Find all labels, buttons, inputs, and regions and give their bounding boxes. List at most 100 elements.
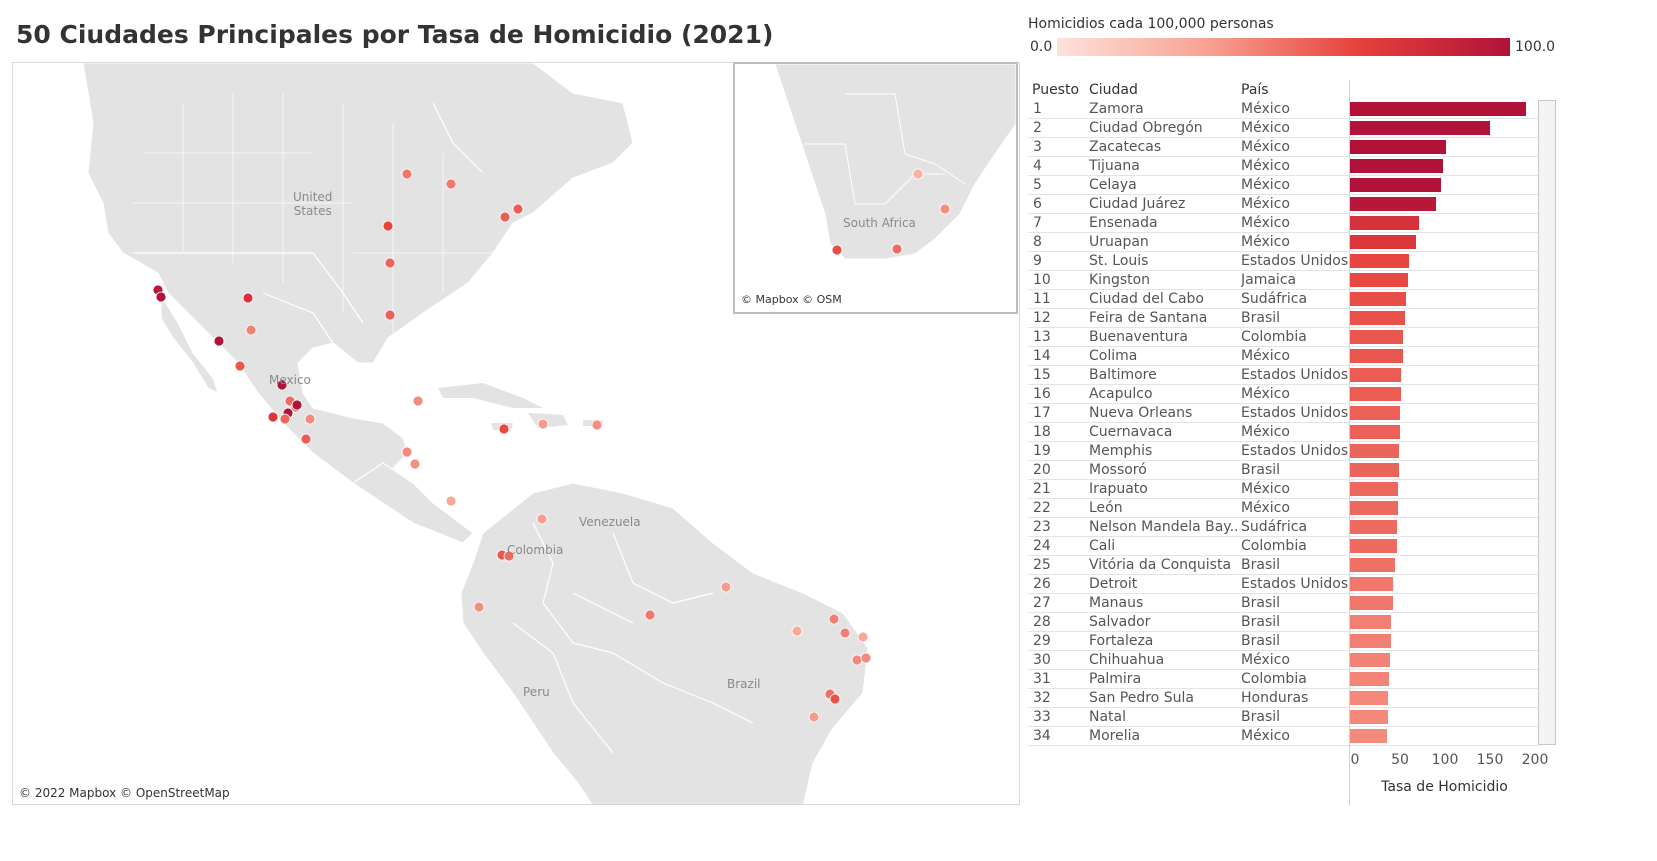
header-country[interactable]: País [1241, 82, 1269, 98]
city-marker[interactable] [939, 203, 951, 215]
header-city[interactable]: Ciudad [1089, 82, 1138, 98]
table-row[interactable]: 33 Natal Brasil [1028, 708, 1538, 727]
city-marker[interactable] [155, 291, 167, 303]
city-marker[interactable] [791, 625, 803, 637]
rate-bar[interactable] [1350, 482, 1398, 496]
rate-bar[interactable] [1350, 330, 1404, 344]
table-row[interactable]: 32 San Pedro Sula Honduras [1028, 689, 1538, 708]
table-row[interactable]: 15 Baltimore Estados Unidos [1028, 366, 1538, 385]
rate-bar[interactable] [1350, 577, 1394, 591]
city-marker[interactable] [851, 654, 863, 666]
table-row[interactable]: 19 Memphis Estados Unidos [1028, 442, 1538, 461]
rate-bar[interactable] [1350, 691, 1388, 705]
city-marker[interactable] [384, 257, 396, 269]
map-canvas[interactable] [13, 63, 1020, 805]
rate-bar[interactable] [1350, 729, 1387, 743]
city-marker[interactable] [831, 244, 843, 256]
city-marker[interactable] [384, 309, 396, 321]
city-marker[interactable] [291, 399, 303, 411]
rate-bar[interactable] [1350, 501, 1398, 515]
table-row[interactable]: 7 Ensenada México [1028, 214, 1538, 233]
city-marker[interactable] [644, 609, 656, 621]
inset-map-south-africa[interactable]: South Africa © Mapbox © OSM [733, 62, 1018, 314]
table-row[interactable]: 4 Tijuana México [1028, 157, 1538, 176]
rate-bar[interactable] [1350, 368, 1402, 382]
city-marker[interactable] [503, 550, 515, 562]
city-marker[interactable] [300, 433, 312, 445]
table-scrollbar[interactable] [1538, 100, 1556, 745]
table-row[interactable]: 25 Vitória da Conquista Brasil [1028, 556, 1538, 575]
table-row[interactable]: 10 Kingston Jamaica [1028, 271, 1538, 290]
city-marker[interactable] [267, 411, 279, 423]
inset-attribution[interactable]: © Mapbox © OSM [741, 293, 842, 306]
table-row[interactable]: 31 Palmira Colombia [1028, 670, 1538, 689]
table-row[interactable]: 30 Chihuahua México [1028, 651, 1538, 670]
rate-bar[interactable] [1350, 349, 1404, 363]
table-row[interactable]: 12 Feira de Santana Brasil [1028, 309, 1538, 328]
city-marker[interactable] [279, 413, 291, 425]
city-marker[interactable] [276, 379, 288, 391]
table-row[interactable]: 29 Fortaleza Brasil [1028, 632, 1538, 651]
table-row[interactable]: 9 St. Louis Estados Unidos [1028, 252, 1538, 271]
rate-bar[interactable] [1350, 273, 1408, 287]
city-marker[interactable] [382, 220, 394, 232]
city-marker[interactable] [829, 693, 841, 705]
city-marker[interactable] [401, 168, 413, 180]
rate-bar[interactable] [1350, 102, 1527, 116]
city-marker[interactable] [860, 652, 872, 664]
city-marker[interactable] [537, 418, 549, 430]
city-marker[interactable] [245, 324, 257, 336]
rate-bar[interactable] [1350, 387, 1402, 401]
city-marker[interactable] [891, 243, 903, 255]
city-marker[interactable] [445, 495, 457, 507]
city-marker[interactable] [512, 203, 524, 215]
city-marker[interactable] [536, 513, 548, 525]
table-row[interactable]: 16 Acapulco México [1028, 385, 1538, 404]
rate-bar[interactable] [1350, 596, 1394, 610]
city-marker[interactable] [857, 631, 869, 643]
inset-map-canvas[interactable] [735, 64, 1016, 312]
rate-bar[interactable] [1350, 121, 1490, 135]
city-marker[interactable] [473, 601, 485, 613]
city-marker[interactable] [304, 413, 316, 425]
table-row[interactable]: 28 Salvador Brasil [1028, 613, 1538, 632]
rate-bar[interactable] [1350, 406, 1401, 420]
table-row[interactable]: 8 Uruapan México [1028, 233, 1538, 252]
city-marker[interactable] [412, 395, 424, 407]
rate-bar[interactable] [1350, 235, 1416, 249]
table-row[interactable]: 3 Zacatecas México [1028, 138, 1538, 157]
rate-bar[interactable] [1350, 558, 1395, 572]
rate-bar[interactable] [1350, 254, 1409, 268]
city-marker[interactable] [912, 168, 924, 180]
rate-bar[interactable] [1350, 159, 1443, 173]
table-row[interactable]: 20 Mossoró Brasil [1028, 461, 1538, 480]
table-row[interactable]: 21 Irapuato México [1028, 480, 1538, 499]
rate-bar[interactable] [1350, 653, 1390, 667]
rate-bar[interactable] [1350, 216, 1420, 230]
rate-bar[interactable] [1350, 539, 1397, 553]
city-marker[interactable] [445, 178, 457, 190]
city-marker[interactable] [234, 360, 246, 372]
table-row[interactable]: 13 Buenaventura Colombia [1028, 328, 1538, 347]
table-row[interactable]: 17 Nueva Orleans Estados Unidos [1028, 404, 1538, 423]
table-row[interactable]: 26 Detroit Estados Unidos [1028, 575, 1538, 594]
rate-bar[interactable] [1350, 140, 1447, 154]
table-row[interactable]: 27 Manaus Brasil [1028, 594, 1538, 613]
city-marker[interactable] [498, 423, 510, 435]
table-row[interactable]: 24 Cali Colombia [1028, 537, 1538, 556]
table-row[interactable]: 5 Celaya México [1028, 176, 1538, 195]
table-row[interactable]: 18 Cuernavaca México [1028, 423, 1538, 442]
city-marker[interactable] [591, 419, 603, 431]
rate-bar[interactable] [1350, 463, 1399, 477]
table-row[interactable]: 23 Nelson Mandela Bay.. Sudáfrica [1028, 518, 1538, 537]
table-row[interactable]: 11 Ciudad del Cabo Sudáfrica [1028, 290, 1538, 309]
rate-bar[interactable] [1350, 615, 1391, 629]
city-marker[interactable] [401, 446, 413, 458]
city-marker[interactable] [839, 627, 851, 639]
table-row[interactable]: 34 Morelia México [1028, 727, 1538, 746]
rate-bar[interactable] [1350, 444, 1399, 458]
header-rank[interactable]: Puesto [1032, 82, 1080, 98]
city-marker[interactable] [409, 458, 421, 470]
rate-bar[interactable] [1350, 311, 1405, 325]
rate-bar[interactable] [1350, 197, 1437, 211]
